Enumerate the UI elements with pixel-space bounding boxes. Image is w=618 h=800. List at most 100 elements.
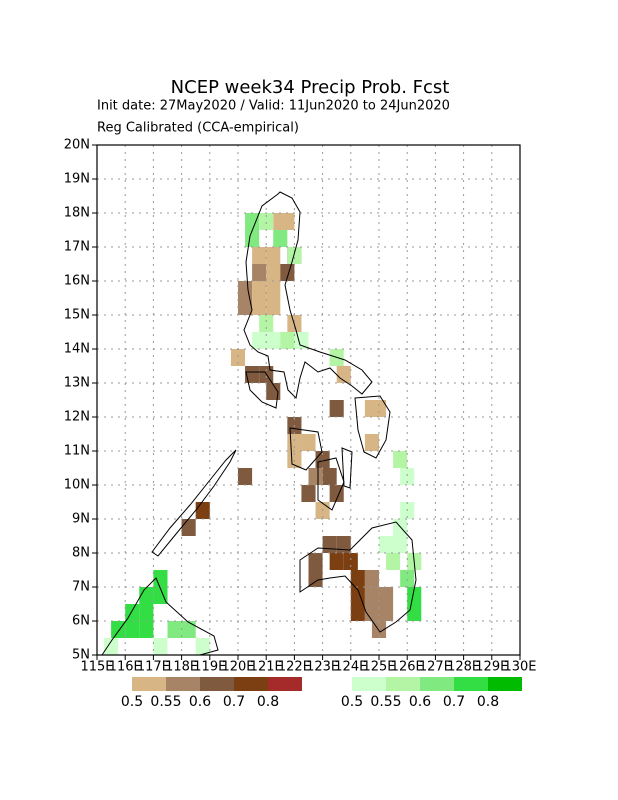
cell (195, 638, 210, 655)
cell (322, 536, 337, 553)
cell (308, 553, 323, 570)
cell (393, 536, 408, 553)
cell (153, 638, 168, 655)
coast-panay (289, 427, 323, 471)
cell (273, 230, 288, 247)
chart-title: NCEP week34 Precip Prob. Fcst (171, 77, 450, 98)
cell (252, 281, 267, 298)
cell (238, 468, 253, 485)
y-tick-label: 14N (64, 342, 90, 357)
cell (364, 570, 379, 587)
cell (393, 519, 408, 536)
legend-swatch (420, 677, 454, 691)
legend-swatch (268, 677, 302, 691)
cell (266, 298, 281, 315)
cell (407, 587, 422, 604)
legend-label: 0.7 (223, 694, 245, 710)
legend-swatch (386, 677, 420, 691)
legend-label: 0.55 (150, 694, 181, 710)
y-tick-label: 10N (64, 478, 90, 493)
cell (329, 553, 344, 570)
cell (125, 621, 140, 638)
cell (393, 451, 408, 468)
cell (230, 349, 246, 366)
legend-label: 0.55 (370, 694, 401, 710)
cell (245, 366, 260, 383)
cell (252, 247, 267, 264)
cell (266, 247, 281, 264)
cell (301, 485, 316, 502)
cell (266, 264, 281, 281)
x-tick-label: 122E (278, 660, 311, 675)
coast-luzon (243, 191, 373, 400)
y-tick-label: 16N (64, 274, 90, 289)
x-tick-label: 115E (80, 660, 113, 675)
cell (181, 519, 196, 536)
cell (287, 434, 302, 451)
cell (280, 332, 295, 349)
legend-label: 0.6 (189, 694, 211, 710)
coast-negros (317, 457, 345, 511)
cell (252, 332, 267, 349)
cell (181, 621, 196, 638)
coast-mindoro (245, 371, 279, 409)
legend-swatch (200, 677, 234, 691)
cell (259, 213, 274, 230)
x-tick-label: 116E (109, 660, 142, 675)
y-tick-label: 15N (64, 308, 90, 323)
legend-label: 0.5 (121, 694, 143, 710)
cells (104, 213, 422, 655)
x-tick-label: 128E (447, 660, 480, 675)
cell (371, 400, 387, 417)
legend-swatch (234, 677, 268, 691)
cell (287, 247, 302, 264)
y-tick-label: 9N (72, 512, 90, 527)
y-tick-label: 8N (72, 546, 90, 561)
coastline (101, 191, 417, 656)
cell (280, 213, 295, 230)
cell (252, 264, 267, 281)
x-tick-label: 121E (250, 660, 283, 675)
cell (336, 536, 351, 553)
cell (308, 468, 323, 485)
coast-palawan (151, 449, 237, 557)
x-tick-label: 117E (137, 660, 170, 675)
cell (400, 468, 415, 485)
cell (379, 587, 394, 604)
legend-swatch (132, 677, 166, 691)
coast-samar (354, 395, 391, 459)
subtitle: Reg Calibrated (CCA-empirical) (97, 121, 299, 136)
cell (139, 604, 154, 621)
cell (322, 468, 337, 485)
cell (350, 570, 365, 587)
cell (238, 281, 253, 298)
cell (301, 434, 316, 451)
subtitle: Init date: 27May2020 / Valid: 11Jun2020 … (97, 99, 450, 114)
cell (238, 298, 253, 315)
y-tick-label: 19N (64, 172, 90, 187)
cell (280, 264, 295, 281)
legend-label: 0.8 (477, 694, 499, 710)
y-tick-label: 20N (64, 138, 90, 153)
coast-mindanao (299, 521, 417, 633)
cell (111, 621, 126, 638)
cell (139, 621, 154, 638)
cell (379, 604, 394, 621)
y-tick-label: 5N (72, 648, 90, 663)
coast-borneo (101, 577, 219, 656)
cell (379, 536, 394, 553)
y-tick-label: 18N (64, 206, 90, 221)
axes: 115E116E117E118E119E120E121E122E123E124E… (64, 138, 537, 675)
cell (350, 604, 365, 621)
cell (294, 332, 309, 349)
cell (343, 553, 358, 570)
cell (364, 587, 379, 604)
cell (329, 400, 344, 417)
y-tick-label: 13N (64, 376, 90, 391)
legend-label: 0.5 (341, 694, 363, 710)
y-tick-label: 17N (64, 240, 90, 255)
cell (364, 434, 379, 451)
x-tick-label: 127E (419, 660, 452, 675)
y-tick-label: 11N (64, 444, 90, 459)
